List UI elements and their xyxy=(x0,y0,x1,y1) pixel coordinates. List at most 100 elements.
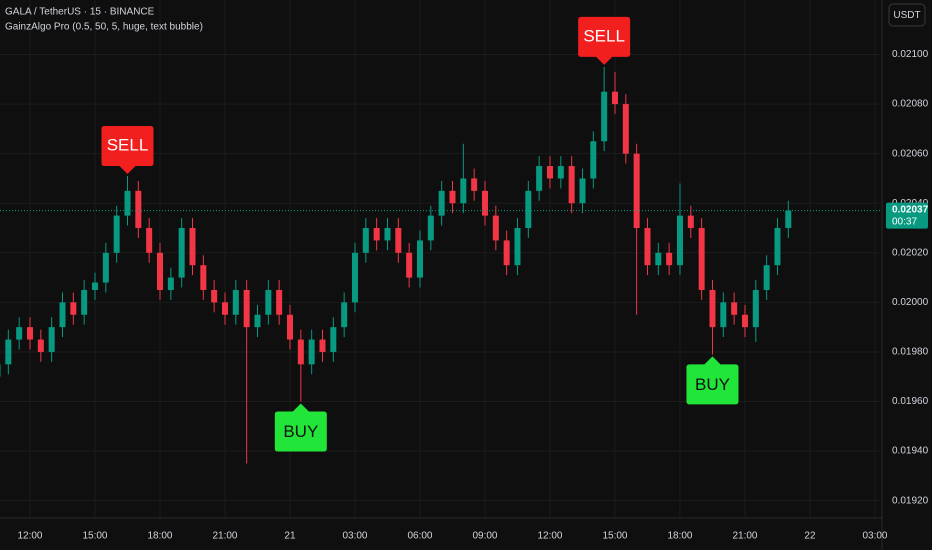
candle-body xyxy=(590,141,597,179)
x-tick-label: 15:00 xyxy=(602,531,627,542)
candle-body xyxy=(167,277,174,290)
y-tick-label: 0.01980 xyxy=(892,347,929,358)
signal-label: BUY xyxy=(695,375,730,394)
candle-body xyxy=(416,240,423,278)
candle-body xyxy=(622,104,629,154)
countdown-label: 00:37 xyxy=(892,216,917,227)
signal-bubble xyxy=(686,356,739,405)
candle-body xyxy=(232,289,239,315)
signal-bubble xyxy=(101,125,154,174)
candles xyxy=(0,66,792,464)
y-tick-label: 0.02100 xyxy=(892,49,929,60)
candle-body xyxy=(666,252,673,266)
chart-title: GALA / TetherUS · 15 · BINANCE xyxy=(5,7,155,18)
candle-body xyxy=(211,289,218,303)
candle-body xyxy=(720,302,727,328)
candle-body xyxy=(146,228,153,253)
x-tick-label: 18:00 xyxy=(147,531,172,542)
candle-body xyxy=(286,314,293,340)
indicator-label: GainzAlgo Pro (0.5, 50, 5, huge, text bu… xyxy=(5,22,203,33)
candle-body xyxy=(438,190,445,216)
candle-body xyxy=(633,153,640,229)
candle-body xyxy=(178,228,185,278)
candle-body xyxy=(525,190,532,229)
x-tick-label: 21:00 xyxy=(732,531,757,542)
candle-body xyxy=(471,178,478,191)
candle-body xyxy=(655,252,662,266)
x-tick-label: 06:00 xyxy=(407,531,432,542)
candle-body xyxy=(59,302,66,328)
candle-body xyxy=(676,215,683,266)
candle-body xyxy=(395,228,402,253)
candle-body xyxy=(687,215,694,229)
y-tick-label: 0.02020 xyxy=(892,247,929,258)
candle-body xyxy=(709,289,716,328)
candle-body xyxy=(124,190,131,216)
y-tick-label: 0.01920 xyxy=(892,495,929,506)
candle-body xyxy=(276,289,283,315)
candle-body xyxy=(200,265,207,290)
candle-body xyxy=(16,327,23,340)
x-tick-label: 22 xyxy=(804,531,816,542)
candle-body xyxy=(384,228,391,241)
candle-body xyxy=(449,190,456,204)
candle-body xyxy=(265,289,272,315)
candle-body xyxy=(557,166,564,179)
candle-body xyxy=(243,289,250,328)
candle-body xyxy=(254,314,261,328)
candle-body xyxy=(492,215,499,241)
signal-bubble xyxy=(578,16,631,65)
x-tick-label: 03:00 xyxy=(342,531,367,542)
candle-body xyxy=(0,364,1,377)
x-tick-label: 15:00 xyxy=(82,531,107,542)
x-tick-label: 21 xyxy=(284,531,296,542)
candle-body xyxy=(81,289,88,315)
candle-body xyxy=(341,302,348,328)
x-tick-label: 18:00 xyxy=(667,531,692,542)
x-tick-label: 03:00 xyxy=(862,531,887,542)
x-tick-label: 09:00 xyxy=(472,531,497,542)
candle-body xyxy=(611,91,618,105)
candle-body xyxy=(189,228,196,266)
last-price-label: 0.02037 xyxy=(892,204,929,215)
currency-label[interactable]: USDT xyxy=(893,10,920,21)
candle-body xyxy=(37,339,44,352)
candle-body xyxy=(644,228,651,266)
candle-body xyxy=(503,240,510,266)
candle-body xyxy=(741,314,748,328)
candle-body xyxy=(579,178,586,204)
candle-body xyxy=(330,327,337,352)
candle-body xyxy=(698,228,705,290)
candle-body xyxy=(763,265,770,290)
candle-body xyxy=(135,190,142,229)
candle-body xyxy=(601,91,608,142)
last-price-tag xyxy=(886,202,928,229)
candle-body xyxy=(5,339,12,365)
candle-body xyxy=(48,327,55,352)
candle-body xyxy=(308,339,315,365)
candle-body xyxy=(481,190,488,216)
signal-label: BUY xyxy=(283,422,318,441)
signal-bubble xyxy=(274,403,327,452)
candle-body xyxy=(514,228,521,266)
candle-body xyxy=(362,228,369,253)
candle-body xyxy=(102,252,109,283)
candle-body xyxy=(70,302,77,315)
candle-body xyxy=(546,166,553,179)
candle-body xyxy=(774,228,781,266)
candle-body xyxy=(91,282,98,290)
candle-body xyxy=(297,339,304,365)
signal-label: SELL xyxy=(583,26,625,45)
candle-body xyxy=(351,252,358,303)
candle-body xyxy=(221,302,228,315)
y-tick-label: 0.02060 xyxy=(892,148,929,159)
candle-body xyxy=(536,166,543,191)
signal-label: SELL xyxy=(107,135,149,154)
candle-body xyxy=(406,252,413,278)
currency-button[interactable] xyxy=(888,3,926,27)
y-tick-label: 0.02000 xyxy=(892,297,929,308)
candle-body xyxy=(460,178,467,204)
candle-body xyxy=(752,289,759,328)
